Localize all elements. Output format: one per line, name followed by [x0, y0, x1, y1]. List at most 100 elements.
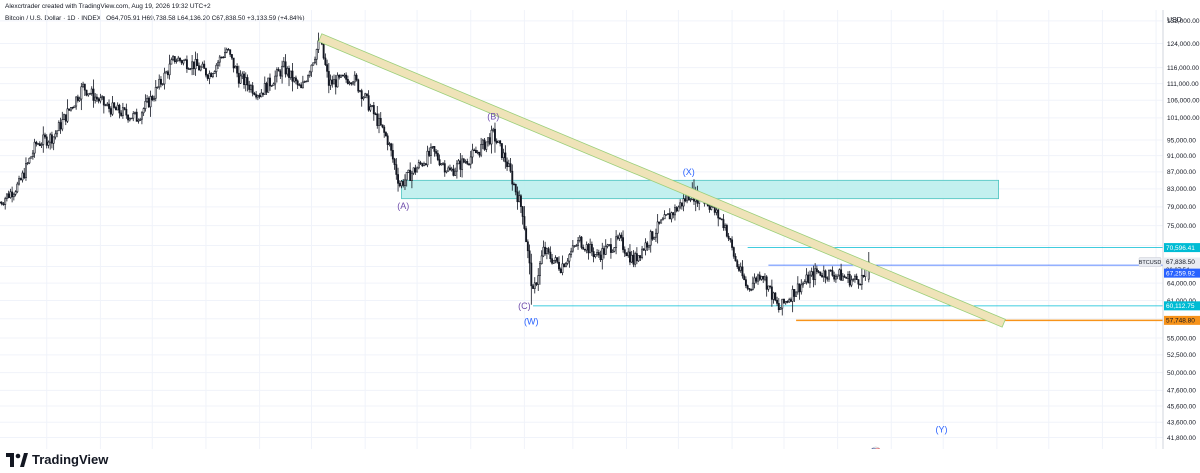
candle-body: [556, 257, 559, 263]
candle-body: [499, 140, 502, 144]
candle-body: [395, 164, 398, 175]
candle-body: [625, 252, 628, 257]
candle-body: [372, 105, 375, 115]
candle-body: [442, 163, 444, 165]
candle-body: [857, 279, 860, 285]
candle-body: [409, 169, 412, 181]
candle-body: [120, 112, 123, 116]
candle-body: [274, 75, 277, 85]
candle-body: [526, 241, 529, 252]
trendline[interactable]: [318, 33, 1006, 328]
y-tick-label[interactable]: 111,000.00: [1167, 81, 1199, 88]
candle-body: [196, 59, 199, 67]
candle-body: [256, 95, 259, 98]
candle-body: [253, 92, 256, 95]
candle-body: [495, 140, 498, 143]
y-tick-label[interactable]: 41,800.00: [1167, 435, 1196, 442]
candle-body: [803, 281, 806, 284]
y-tick-label[interactable]: 52,500.00: [1167, 352, 1196, 359]
candle-body: [89, 93, 91, 95]
candle-body: [627, 251, 630, 257]
candle-body: [312, 62, 315, 66]
candle-body: [429, 146, 432, 156]
currency-label[interactable]: USD: [1167, 17, 1182, 24]
y-tick-label[interactable]: 116,000.00: [1167, 65, 1199, 72]
candle-body: [165, 71, 168, 74]
candle-body: [649, 231, 652, 246]
candle-body: [665, 214, 668, 216]
y-tick-label[interactable]: 101,000.00: [1167, 115, 1200, 122]
candle-body: [682, 198, 685, 207]
candle-body: [379, 118, 382, 126]
candle-body: [146, 97, 149, 102]
candle-body: [653, 236, 656, 240]
candle-body: [71, 107, 74, 109]
candle-body: [808, 274, 811, 284]
candle-series: [0, 32, 870, 316]
candle-body: [97, 98, 100, 102]
tradingview-logo-icon: [6, 452, 28, 467]
candle-body: [322, 43, 325, 59]
candle-body: [288, 68, 290, 78]
price-tag: [1164, 243, 1200, 253]
candle-body: [243, 73, 245, 85]
y-tick-label[interactable]: 95,000.00: [1167, 137, 1196, 144]
candle-body: [634, 253, 637, 265]
symbol-title[interactable]: Bitcoin / U.S. Dollar · 1D · INDEX: [5, 15, 102, 22]
candle-body: [352, 81, 355, 85]
price-tag-label: 70,596.41: [1166, 245, 1195, 252]
candle-body: [275, 69, 278, 77]
chart-attribution: Alexcrtrader created with TradingView.co…: [5, 3, 211, 10]
y-axis-ticks[interactable]: 132,000.00 124,000.00 116,000.00 111,000.00…: [1167, 18, 1200, 458]
y-tick-label[interactable]: 106,000.00: [1167, 98, 1200, 105]
candle-body: [519, 195, 522, 207]
y-tick-label[interactable]: 79,000.00: [1167, 204, 1196, 211]
candle-body: [558, 261, 560, 270]
y-tick-label[interactable]: 61,000.00: [1167, 298, 1196, 305]
price-tag-label: 57,748.80: [1166, 318, 1195, 325]
trendline-band[interactable]: [318, 33, 1006, 328]
candle-body: [592, 251, 595, 258]
y-tick-label[interactable]: 47,600.00: [1167, 388, 1196, 395]
candle-body: [38, 143, 41, 146]
ohlc-values: O64,705.91 H69,738.58 L64,136.20 C67,838…: [106, 15, 305, 22]
y-tick-label[interactable]: 55,000.00: [1167, 335, 1196, 342]
candle-body: [838, 269, 841, 276]
grid-lines: [0, 10, 1163, 458]
y-tick-label[interactable]: 83,000.00: [1167, 186, 1196, 193]
candle-body: [390, 143, 393, 151]
candle-body: [753, 277, 756, 284]
candle-body: [57, 122, 60, 132]
candle-body: [149, 96, 152, 108]
tradingview-logo[interactable]: TradingView: [6, 452, 108, 467]
y-tick-label[interactable]: 75,000.00: [1167, 223, 1196, 230]
candle-body: [263, 83, 266, 95]
y-tick-label[interactable]: 91,000.00: [1167, 153, 1196, 160]
candle-body: [476, 151, 479, 154]
candle-body: [137, 119, 140, 122]
candle-body: [644, 242, 647, 251]
candle-body: [457, 160, 460, 165]
candle-body: [594, 254, 597, 258]
candle-body: [755, 277, 758, 282]
y-tick-label[interactable]: 87,000.00: [1167, 169, 1196, 176]
candle-body: [108, 103, 110, 109]
candle-body: [298, 84, 301, 86]
candle-body: [608, 244, 611, 246]
y-tick-label[interactable]: 124,000.00: [1167, 41, 1200, 48]
candle-body: [719, 217, 721, 220]
wave-annotations: (A) (B) (C) (W) (X) (Y): [397, 112, 947, 435]
candle-body: [781, 298, 784, 309]
price-tag: [1164, 301, 1200, 311]
y-tick-label[interactable]: 43,600.00: [1167, 420, 1196, 427]
y-tick-label[interactable]: 45,600.00: [1167, 403, 1196, 410]
candle-body: [134, 111, 136, 114]
candle-body: [663, 214, 666, 220]
candle-body: [378, 118, 380, 126]
y-tick-label[interactable]: 132,000.00: [1167, 18, 1200, 25]
candle-body: [840, 269, 843, 281]
candle-body: [331, 79, 334, 85]
y-tick-label[interactable]: 64,000.00: [1167, 280, 1196, 287]
y-tick-label[interactable]: 50,000.00: [1167, 370, 1196, 377]
